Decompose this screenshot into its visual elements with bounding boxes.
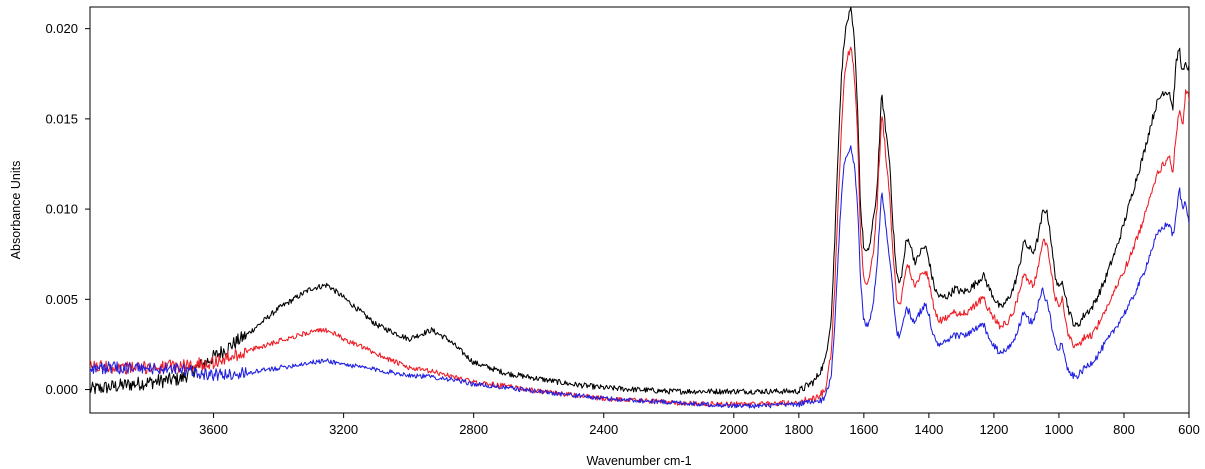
x-axis: 3600 3200 2800 2400 2000 1800 1600 1400 1200 1000… [199,413,1200,437]
series-layer [90,7,1189,409]
y-tick-label: 0.015 [45,111,78,126]
x-tick-label: 3600 [199,422,228,437]
x-axis-label: Wavenumber cm-1 [586,454,691,468]
x-tick-label: 3200 [329,422,358,437]
y-axis: 0.000 0.005 0.010 0.015 0.020 [45,21,90,397]
plot-frame [89,6,1190,414]
x-tick-label: 600 [1178,422,1200,437]
x-tick-label: 2000 [719,422,748,437]
x-tick-label: 1000 [1044,422,1073,437]
x-tick-label: 800 [1113,422,1135,437]
spectrum-series-line [90,7,1189,395]
x-tick-label: 2400 [589,422,618,437]
x-tick-label: 1600 [849,422,878,437]
y-tick-label: 0.010 [45,202,78,217]
spectrum-series-line [90,145,1189,409]
spectrum-series-line [90,46,1189,408]
y-tick-label: 0.000 [45,382,78,397]
y-tick-label: 0.020 [45,21,78,36]
x-tick-label: 2800 [459,422,488,437]
x-tick-label: 1200 [979,422,1008,437]
x-tick-label: 1800 [784,422,813,437]
x-tick-label: 1400 [914,422,943,437]
y-tick-label: 0.005 [45,292,78,307]
y-axis-label: Absorbance Units [9,161,23,260]
